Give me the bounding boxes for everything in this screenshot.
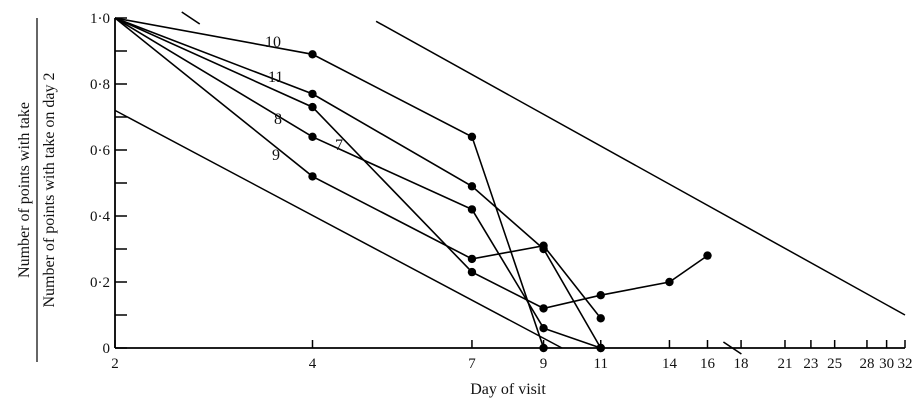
y-axis-fraction: Number of points with take Number of poi…	[16, 18, 58, 362]
data-point	[596, 343, 605, 353]
series-line-10	[114, 17, 545, 349]
y-tick-label: 1·0	[90, 11, 110, 27]
y-tick-label: 0·2	[90, 275, 110, 291]
data-point	[596, 291, 605, 300]
data-point	[308, 172, 317, 181]
y-tick-label: 0·4	[90, 209, 110, 225]
data-point	[539, 241, 548, 250]
data-point	[467, 182, 477, 191]
reference-line	[114, 109, 563, 349]
x-tick-label: 4	[309, 356, 317, 372]
data-point	[467, 132, 477, 141]
x-axis-title: Day of visit	[470, 381, 546, 398]
axis-break	[722, 341, 742, 355]
x-tick-label: 2	[111, 356, 119, 372]
y-ticks: 0 0·2 0·4 0·6 0·8 1·0	[90, 11, 127, 357]
reference-line	[375, 20, 906, 316]
axes	[114, 18, 905, 349]
y-axis-denominator: Number of points with take on day 2	[41, 72, 58, 307]
x-tick-label: 9	[540, 356, 548, 372]
data-point	[308, 132, 317, 141]
series-line-11	[114, 17, 602, 349]
y-tick-label: 0	[103, 341, 111, 357]
data-point	[467, 205, 477, 214]
x-tick-label: 16	[700, 356, 716, 372]
x-tick-label: 21	[777, 356, 792, 372]
x-tick-label: 14	[662, 356, 678, 372]
x-tick-label: 30	[879, 356, 894, 372]
reference-lines	[114, 20, 906, 349]
data-point	[539, 343, 548, 353]
y-tick-label: 0·8	[90, 77, 110, 93]
data-point	[308, 50, 317, 59]
series-label-11: 11	[268, 69, 283, 86]
data-point	[308, 89, 317, 99]
series	[114, 17, 712, 353]
axis-break	[181, 11, 201, 25]
series-label-9: 9	[272, 147, 280, 164]
x-tick-label: 23	[803, 356, 818, 372]
x-ticks: 2 4 7 9 11 14 16 18 21 23 25 28 30 32	[111, 340, 913, 372]
data-point	[308, 102, 317, 112]
x-tick-label: 25	[827, 356, 842, 372]
series-line-9	[114, 17, 602, 319]
data-point	[539, 324, 548, 333]
data-point	[703, 251, 712, 260]
series-line-8	[114, 17, 601, 349]
x-tick-label: 32	[898, 356, 913, 372]
series-labels: 10 11 8 9 7	[265, 34, 343, 164]
x-tick-label: 11	[594, 356, 608, 372]
x-tick-label: 28	[859, 356, 874, 372]
y-tick-label: 0·6	[90, 143, 110, 159]
series-line-7	[114, 17, 708, 310]
data-point	[467, 254, 477, 264]
data-point	[665, 277, 674, 287]
x-tick-label: 18	[734, 356, 749, 372]
x-tick-label: 7	[468, 356, 476, 372]
series-label-8: 8	[274, 111, 282, 128]
data-point	[596, 314, 605, 323]
axis-breaks	[181, 11, 742, 355]
data-point	[539, 304, 548, 313]
series-label-10: 10	[265, 34, 281, 51]
data-point	[467, 267, 477, 277]
series-label-7: 7	[335, 137, 343, 154]
y-axis-numerator: Number of points with take	[16, 102, 33, 278]
